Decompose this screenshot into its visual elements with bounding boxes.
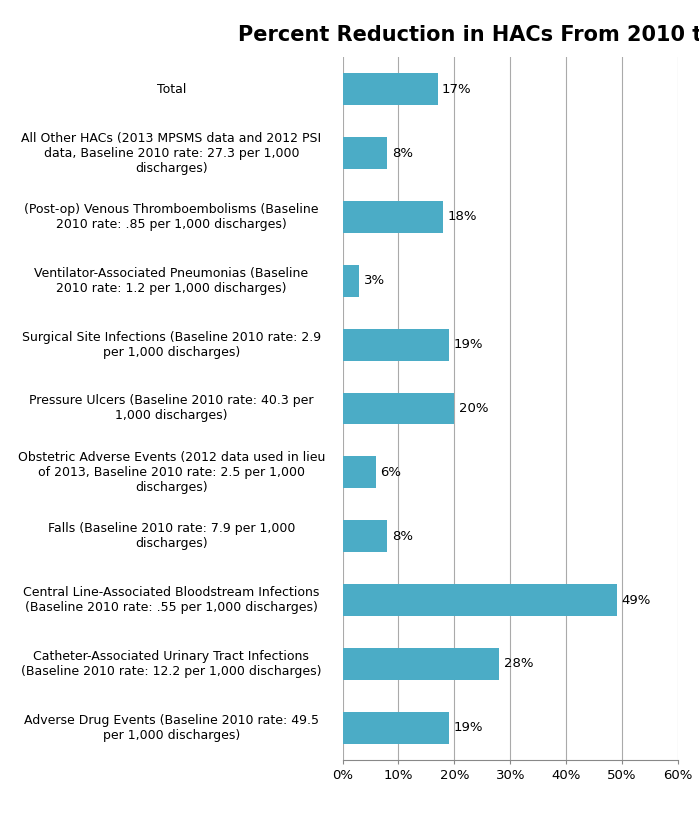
- Bar: [343, 74, 438, 105]
- Bar: [343, 648, 499, 680]
- Text: 20%: 20%: [459, 402, 489, 415]
- Text: 49%: 49%: [621, 594, 650, 607]
- Bar: [343, 712, 449, 743]
- Text: Adverse Drug Events (Baseline 2010 rate: 49.5
per 1,000 discharges): Adverse Drug Events (Baseline 2010 rate:…: [24, 714, 319, 742]
- Bar: [343, 392, 454, 425]
- Bar: [343, 328, 449, 360]
- Text: 19%: 19%: [453, 721, 483, 734]
- Text: All Other HACs (2013 MPSMS data and 2012 PSI
data, Baseline 2010 rate: 27.3 per : All Other HACs (2013 MPSMS data and 2012…: [21, 132, 322, 175]
- Text: 8%: 8%: [391, 529, 412, 542]
- Text: 17%: 17%: [442, 83, 472, 96]
- Bar: [343, 265, 359, 297]
- Text: Falls (Baseline 2010 rate: 7.9 per 1,000
discharges): Falls (Baseline 2010 rate: 7.9 per 1,000…: [48, 522, 295, 550]
- Text: Surgical Site Infections (Baseline 2010 rate: 2.9
per 1,000 discharges): Surgical Site Infections (Baseline 2010 …: [22, 331, 321, 359]
- Bar: [343, 520, 387, 552]
- Text: 8%: 8%: [391, 146, 412, 159]
- Text: 3%: 3%: [363, 275, 385, 288]
- Bar: [343, 137, 387, 169]
- Text: Pressure Ulcers (Baseline 2010 rate: 40.3 per
1,000 discharges): Pressure Ulcers (Baseline 2010 rate: 40.…: [29, 395, 314, 422]
- Text: Total: Total: [157, 83, 186, 96]
- Title: Percent Reduction in HACs From 2010 to 2013: Percent Reduction in HACs From 2010 to 2…: [238, 25, 699, 44]
- Bar: [343, 457, 376, 489]
- Text: Ventilator-Associated Pneumonias (Baseline
2010 rate: 1.2 per 1,000 discharges): Ventilator-Associated Pneumonias (Baseli…: [34, 267, 308, 295]
- Text: (Post-op) Venous Thromboembolisms (Baseline
2010 rate: .85 per 1,000 discharges): (Post-op) Venous Thromboembolisms (Basel…: [24, 203, 319, 231]
- Text: Central Line-Associated Bloodstream Infections
(Baseline 2010 rate: .55 per 1,00: Central Line-Associated Bloodstream Infe…: [23, 586, 319, 614]
- Text: Catheter-Associated Urinary Tract Infections
(Baseline 2010 rate: 12.2 per 1,000: Catheter-Associated Urinary Tract Infect…: [21, 650, 322, 678]
- Bar: [343, 584, 617, 616]
- Text: 18%: 18%: [447, 210, 477, 223]
- Bar: [343, 201, 443, 233]
- Text: 19%: 19%: [453, 338, 483, 351]
- Text: 6%: 6%: [380, 466, 401, 479]
- Text: Obstetric Adverse Events (2012 data used in lieu
of 2013, Baseline 2010 rate: 2.: Obstetric Adverse Events (2012 data used…: [17, 451, 325, 493]
- Text: 28%: 28%: [503, 658, 533, 671]
